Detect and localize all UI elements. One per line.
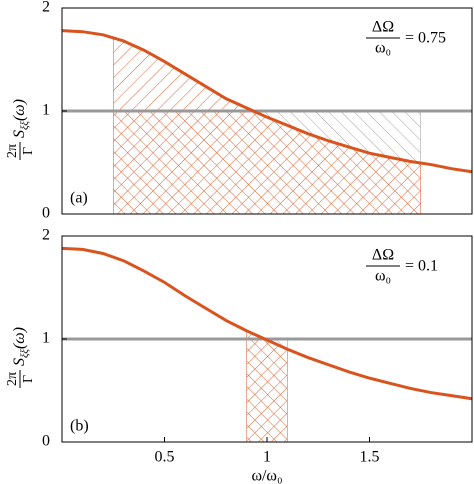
- annotation-bg: [360, 244, 468, 290]
- annotation-denominator: ω₀: [375, 268, 391, 285]
- annotation-value: = 0.75: [405, 30, 446, 47]
- crosshatch: [246, 339, 288, 442]
- panel-label: (b): [70, 418, 89, 435]
- ylabel-text: Sξξ(ω): [11, 99, 31, 138]
- ylabel-argument: (ω): [11, 327, 28, 349]
- ylabel-denominator: Γ: [21, 147, 36, 155]
- ylabel-subscript: ξξ: [19, 121, 31, 130]
- y-tick-label: 2: [42, 0, 50, 16]
- y-axis-label: 2π Γ Sξξ(ω): [5, 327, 36, 388]
- panel-label: (a): [70, 190, 88, 207]
- ylabel-numerator: 2π: [5, 144, 20, 158]
- y-tick-label: 2: [42, 227, 50, 244]
- ylabel-argument: (ω): [11, 99, 28, 121]
- ylabel-numerator: 2π: [5, 372, 20, 386]
- ylabel-text: Sξξ(ω): [11, 327, 31, 366]
- annotation-numerator: ΔΩ: [372, 19, 394, 36]
- annotation-denominator: ω₀: [375, 40, 391, 57]
- annotation-value: = 0.1: [405, 258, 438, 275]
- y-tick-label: 1: [42, 102, 50, 119]
- curve: [61, 246, 473, 401]
- hatch-above-line: [246, 248, 288, 339]
- ylabel-symbol: S: [11, 130, 28, 138]
- y-tick-label: 0: [42, 205, 50, 222]
- curve: [61, 29, 473, 174]
- annotation-numerator: ΔΩ: [372, 247, 394, 264]
- x-axis-label: ω/ω₀: [251, 468, 282, 484]
- y-tick-label: 1: [42, 330, 50, 347]
- x-tick-label: 1.5: [360, 449, 380, 466]
- ylabel-denominator: Γ: [21, 375, 36, 383]
- y-axis-label: 2π Γ Sξξ(ω): [5, 99, 36, 160]
- x-tick-label: 1: [263, 449, 271, 466]
- ylabel-symbol: S: [11, 358, 28, 366]
- y-tick-label: 0: [42, 433, 50, 450]
- x-tick-label: 0.5: [155, 449, 175, 466]
- ylabel-subscript: ξξ: [19, 349, 31, 358]
- annotation-bg: [360, 16, 468, 62]
